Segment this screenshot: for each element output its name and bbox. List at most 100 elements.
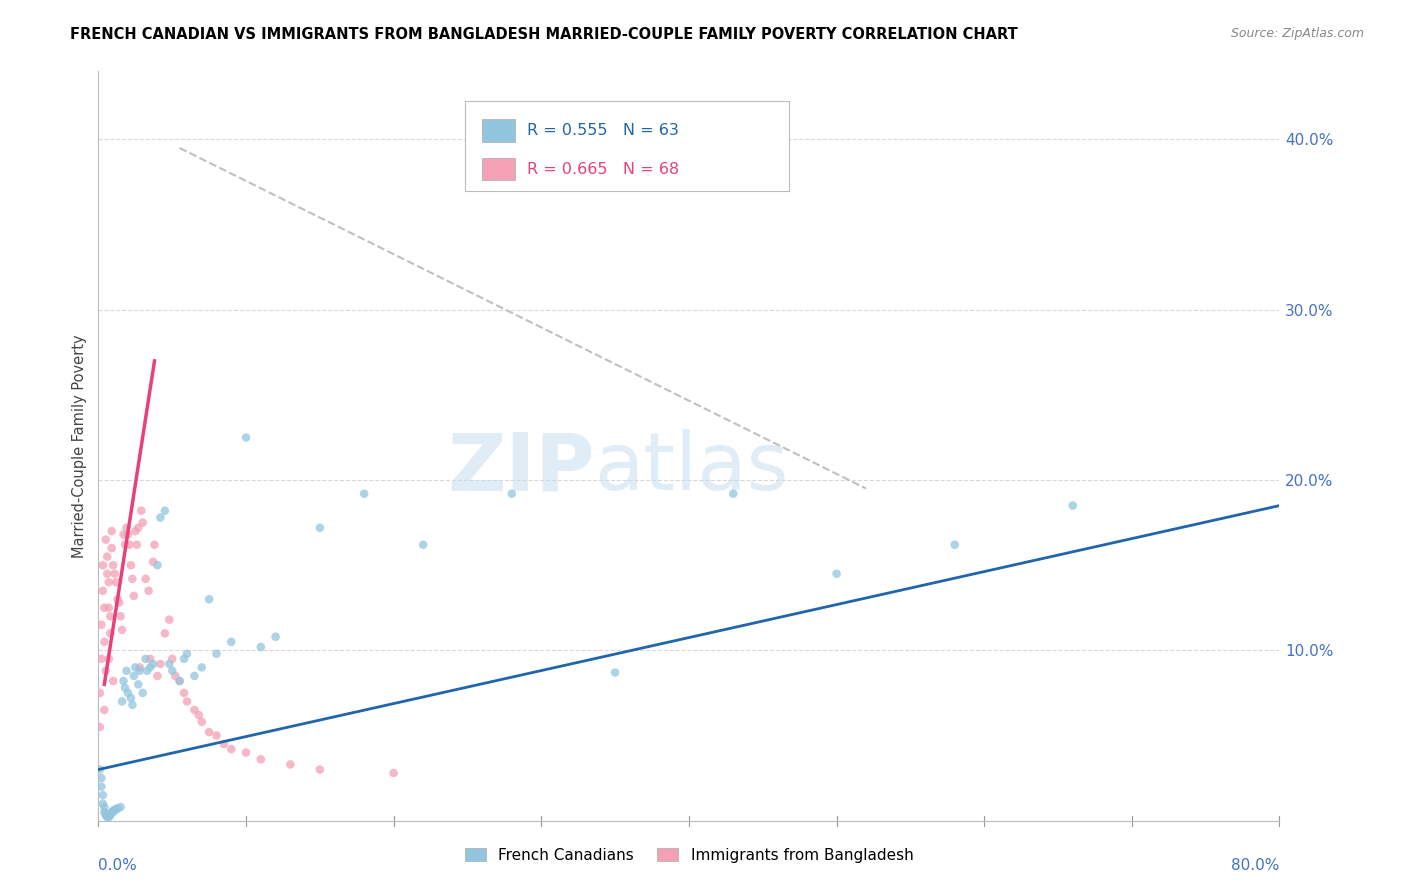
Point [104,804,127,818]
Point [93,805,115,819]
Point [149,657,172,671]
Point [173,686,195,700]
Point [146,669,169,683]
Point [128,660,150,674]
Point [169,673,191,688]
Point [90,652,112,666]
Point [91,583,114,598]
Point [146,558,169,573]
Point [103,673,125,688]
Point [124,524,146,538]
Point [309,521,332,535]
Point [114,681,136,695]
Point [250,752,273,766]
Point [89,686,111,700]
Point [250,640,273,654]
Point [165,669,187,683]
Point [94,533,117,547]
Point [221,635,243,649]
Point [122,669,145,683]
Point [105,802,128,816]
Point [127,521,149,535]
Point [235,746,257,760]
Point [111,623,134,637]
Y-axis label: Married-Couple Family Poverty: Married-Couple Family Poverty [72,334,87,558]
Point [235,430,257,444]
Point [96,549,118,564]
Point [98,806,121,821]
Point [98,626,121,640]
Point [91,558,114,573]
Point [382,766,405,780]
Text: ZIP: ZIP [447,429,595,508]
Point [183,703,205,717]
Point [89,720,111,734]
Legend: French Canadians, Immigrants from Bangladesh: French Canadians, Immigrants from Bangla… [458,842,920,869]
Point [115,521,138,535]
Text: R = 0.665   N = 68: R = 0.665 N = 68 [527,161,679,177]
Point [198,725,221,739]
Text: atlas: atlas [595,429,789,508]
Point [605,665,627,680]
Point [91,797,114,811]
Text: 0.0%: 0.0% [98,858,138,873]
Point [107,592,129,607]
Point [205,729,228,743]
Point [191,714,214,729]
Point [121,572,143,586]
Point [187,708,209,723]
Point [103,805,125,819]
Point [120,691,142,706]
Text: Source: ZipAtlas.com: Source: ZipAtlas.com [1230,27,1364,40]
FancyBboxPatch shape [482,158,516,180]
Point [132,516,155,530]
Point [98,808,121,822]
Point [943,538,966,552]
Point [94,664,117,678]
Point [112,527,135,541]
Point [176,647,198,661]
Point [111,694,134,708]
Point [138,583,160,598]
Point [149,510,172,524]
Point [97,575,120,590]
Point [91,788,114,802]
Point [124,660,146,674]
Point [93,635,115,649]
Point [128,664,150,678]
Point [157,613,180,627]
Point [221,742,243,756]
Point [135,572,157,586]
Point [118,538,141,552]
Point [176,694,198,708]
Point [135,652,157,666]
Point [100,524,122,538]
Point [94,808,117,822]
Point [264,630,287,644]
Point [97,600,120,615]
Point [115,664,138,678]
Point [157,657,180,671]
Point [412,538,434,552]
Point [103,804,125,818]
Point [353,486,375,500]
Point [205,647,228,661]
Point [212,737,235,751]
Point [104,566,127,581]
Point [100,805,122,819]
Point [93,800,115,814]
Point [122,589,145,603]
Point [280,757,302,772]
Point [93,703,115,717]
Point [100,541,122,556]
Point [139,652,162,666]
Point [191,660,214,674]
Point [90,780,112,794]
Point [143,538,166,552]
Point [117,686,139,700]
Point [153,504,176,518]
Text: R = 0.555   N = 63: R = 0.555 N = 63 [527,123,679,138]
Point [132,686,155,700]
Point [129,504,152,518]
Point [98,609,121,624]
